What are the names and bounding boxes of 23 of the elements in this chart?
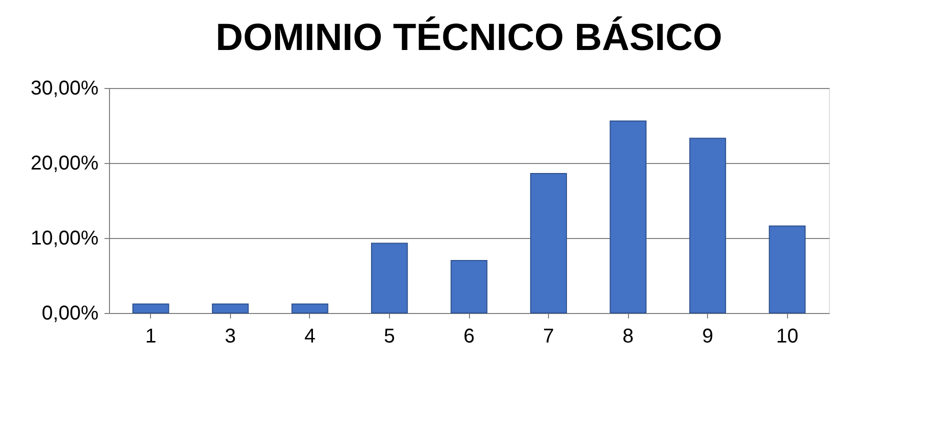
x-tick-label: 5: [384, 326, 396, 348]
bar: [768, 226, 806, 314]
x-tick-label: 9: [702, 326, 714, 348]
x-tick-label: 6: [463, 326, 475, 348]
bar: [530, 173, 567, 314]
y-tick-label: 10,00%: [30, 228, 99, 250]
x-tick-label: 8: [622, 326, 634, 348]
bar: [291, 304, 328, 314]
x-tick-label: 10: [776, 326, 798, 348]
x-tick-label: 7: [542, 326, 554, 348]
chart-title: DOMINIO TÉCNICO BÁSICO: [216, 16, 722, 59]
y-tick-label: 0,00%: [42, 302, 99, 324]
bar: [610, 120, 647, 314]
bar: [371, 242, 408, 314]
bar: [450, 260, 488, 314]
bar: [212, 304, 249, 314]
bar: [689, 138, 726, 314]
x-tick-label: 1: [145, 326, 156, 348]
y-tick-label: 30,00%: [30, 78, 99, 100]
x-tick-label: 3: [224, 326, 236, 348]
bar: [132, 304, 170, 314]
y-tick-label: 20,00%: [30, 152, 99, 174]
x-tick-label: 4: [304, 326, 316, 348]
